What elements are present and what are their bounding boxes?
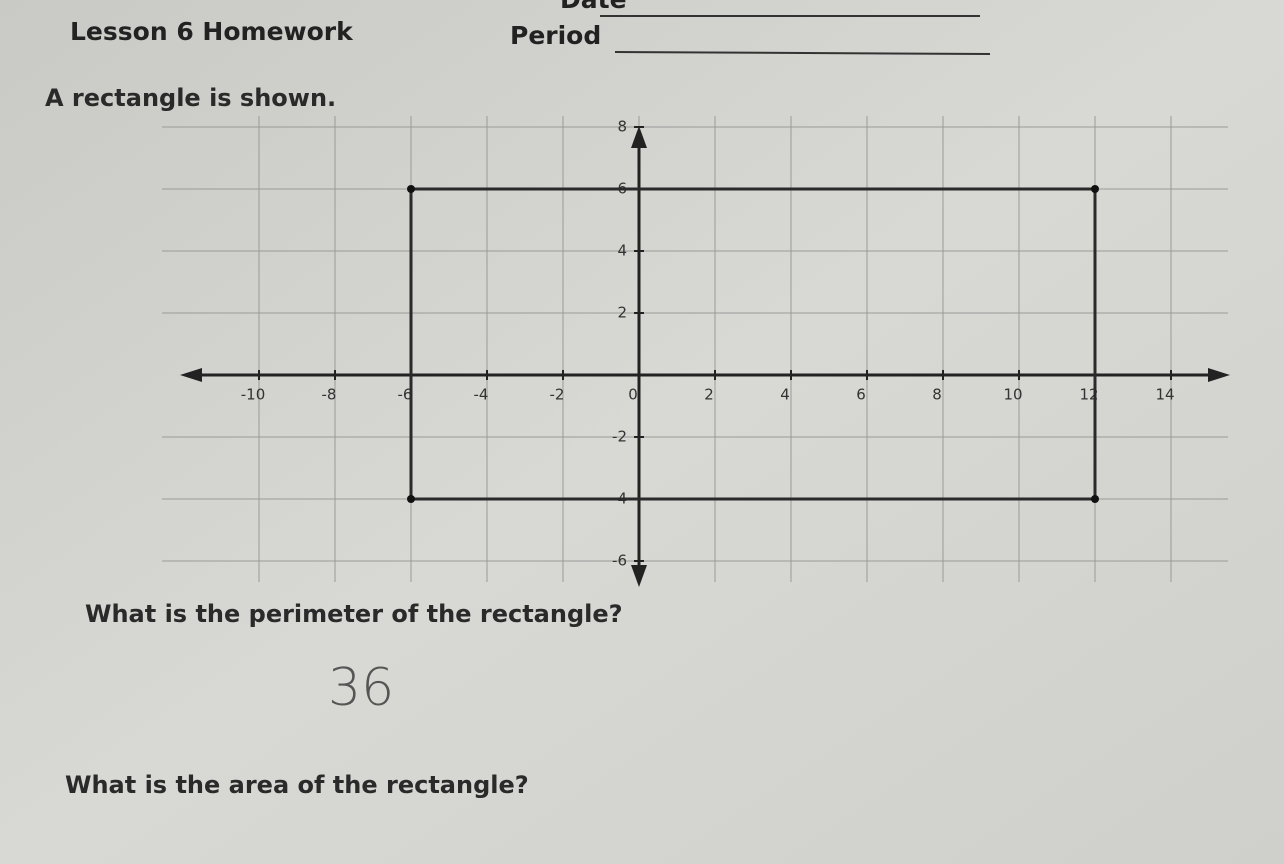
x-tick-label: 2: [704, 386, 714, 404]
x-tick-label: -4: [474, 386, 489, 404]
handwritten-answer: 36: [328, 658, 394, 718]
y-tick-label: 2: [617, 304, 627, 322]
y-tick-label: -2: [612, 428, 627, 446]
vertex: [1091, 185, 1099, 193]
x-tick-label: -6: [398, 386, 413, 404]
x-tick-label: -2: [550, 386, 565, 404]
x-arrow: [1208, 368, 1230, 382]
y-arrow: [631, 126, 647, 148]
y-tick-label: 8: [617, 118, 627, 136]
vertex: [407, 185, 415, 193]
period-line: [614, 51, 991, 55]
intro: A rectangle is shown.: [45, 84, 336, 112]
vertex: [1091, 495, 1099, 503]
x-tick-label: -10: [241, 386, 266, 404]
x-arrow: [180, 368, 202, 382]
question: What is the perimeter of the rectangle?: [85, 600, 623, 628]
x-tick-label: 4: [780, 386, 790, 404]
period-label: Period: [510, 21, 601, 50]
question: What is the area of the rectangle?: [65, 771, 529, 799]
x-tick-label: 8: [932, 386, 942, 404]
x-tick-label: 10: [1003, 386, 1022, 404]
title: Lesson 6 Homework: [70, 17, 354, 46]
y-arrow: [631, 565, 647, 587]
x-tick-label: 14: [1155, 386, 1174, 404]
x-tick-label: 0: [628, 386, 638, 404]
date-label: Date: [560, 0, 627, 14]
x-tick-label: 6: [856, 386, 866, 404]
y-tick-label: 4: [617, 242, 627, 260]
vertex: [407, 495, 415, 503]
y-tick-label: -6: [612, 552, 627, 570]
x-tick-label: -8: [322, 386, 337, 404]
